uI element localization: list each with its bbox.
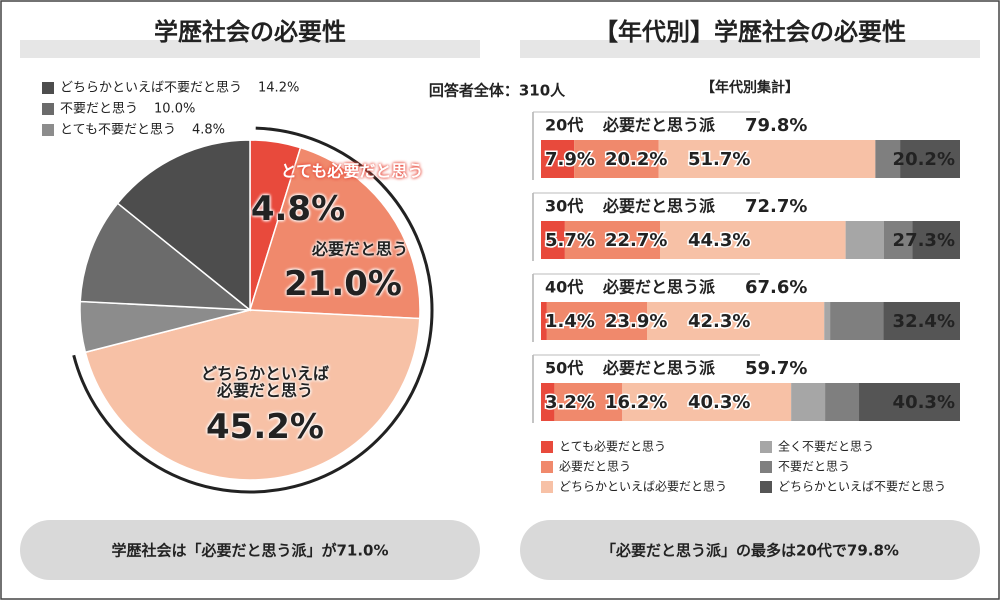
pie-slice [116, 139, 251, 312]
legend-swatch [42, 82, 54, 94]
agree-total: 67.6% [745, 277, 807, 298]
group-label: 必要だと思う派 [602, 197, 716, 216]
bar-segment [659, 221, 846, 259]
disagree-total: 32.4% [893, 311, 955, 332]
bar-segment [859, 383, 960, 421]
bar-segment [824, 302, 831, 340]
note: 「必要だと思う派」の最多は20代で79.8% [601, 542, 899, 560]
bar-segment [622, 383, 792, 421]
agree-total: 72.7% [745, 196, 807, 217]
bar-segment [658, 140, 876, 178]
bar-segment [900, 140, 960, 178]
pie-slice [79, 202, 253, 311]
value-label: 5.7% [545, 230, 595, 251]
value-label: 20.2% [605, 149, 667, 170]
disagree-total: 40.3% [893, 392, 955, 413]
group-label: 必要だと思う派 [602, 359, 716, 378]
slice-label: とても必要だと思う [280, 161, 424, 181]
legend-swatch [541, 481, 553, 493]
value-label: 42.3% [688, 311, 750, 332]
chart-subtitle: 【年代別集計】 [701, 79, 799, 96]
title-band [20, 40, 480, 58]
note-pill [20, 520, 480, 580]
value-label: 16.2% [605, 392, 667, 413]
group-label: 必要だと思う派 [602, 278, 716, 297]
legend-value: 14.2% [258, 81, 299, 96]
pie-slice [248, 146, 421, 320]
legend-label: どちらかといえば必要だと思う [559, 480, 727, 494]
note-pill [520, 520, 980, 580]
slice-label: どちらかといえば 必要だと思う [200, 364, 330, 400]
bar-segment [883, 221, 913, 259]
agree-total: 59.7% [745, 358, 807, 379]
bar-segment [647, 302, 825, 340]
disagree-total: 20.2% [893, 149, 955, 170]
bar-segment [791, 383, 826, 421]
bar-segment [554, 383, 623, 421]
legend-label: とても必要だと思う [559, 440, 666, 454]
bar-segment [830, 302, 884, 340]
legend-label: とても不要だと思う [60, 123, 176, 138]
respondents: 回答者全体：310人 [429, 82, 566, 100]
slice-value: 21.0% [284, 264, 402, 305]
category-label: 20代 [545, 116, 583, 135]
title-band [520, 40, 980, 58]
bar-segment [564, 221, 660, 259]
bar-segment [574, 140, 659, 178]
slice-label: 必要だと思う [311, 239, 409, 259]
legend-swatch [760, 461, 772, 473]
legend-label: 全く不要だと思う [778, 439, 874, 454]
bar-segment [912, 221, 960, 259]
value-label: 23.9% [605, 311, 667, 332]
category-label: 50代 [545, 359, 583, 378]
bar-segment [541, 221, 565, 259]
note: 学歴社会は「必要だと思う派」が71.0% [111, 542, 388, 560]
value-label: 3.2% [545, 392, 595, 413]
value-label: 1.4% [545, 311, 595, 332]
legend-label: 不要だと思う [778, 460, 850, 474]
legend-label: 不要だと思う [60, 102, 138, 117]
value-label: 7.9% [545, 149, 595, 170]
slice-value: 4.8% [250, 189, 346, 230]
group-label: 必要だと思う派 [602, 116, 716, 135]
agree-arc [72, 126, 434, 494]
chart-title: 学歴社会の必要性 [154, 18, 346, 46]
bar-segment [541, 302, 547, 340]
bar-segment [546, 302, 648, 340]
legend-label: どちらかといえば不要だと思う [778, 480, 946, 494]
bar-segment [825, 383, 860, 421]
bar-segment [541, 383, 555, 421]
chart-title: 【年代別】学歴社会の必要性 [594, 18, 906, 46]
legend-swatch [541, 441, 553, 453]
legend-label: 必要だと思う [559, 460, 631, 474]
value-label: 40.3% [688, 392, 750, 413]
legend-swatch [541, 461, 553, 473]
pie-slice [84, 309, 421, 481]
bar-segment [845, 221, 884, 259]
legend-swatch [760, 481, 772, 493]
legend-value: 10.0% [154, 102, 195, 117]
disagree-total: 27.3% [893, 230, 955, 251]
value-label: 22.7% [605, 230, 667, 251]
legend-value: 4.8% [192, 123, 225, 138]
bar-segment [541, 140, 575, 178]
legend-swatch [42, 103, 54, 115]
bar-segment [883, 302, 960, 340]
value-label: 51.7% [688, 149, 750, 170]
category-label: 40代 [545, 278, 583, 297]
category-label: 30代 [545, 197, 583, 216]
bar-segment [875, 140, 901, 178]
legend-label: どちらかといえば不要だと思う [60, 81, 242, 96]
agree-total: 79.8% [745, 115, 807, 136]
slice-value: 45.2% [206, 407, 324, 448]
legend-swatch [760, 441, 772, 453]
legend-swatch [42, 124, 54, 136]
value-label: 44.3% [688, 230, 750, 251]
